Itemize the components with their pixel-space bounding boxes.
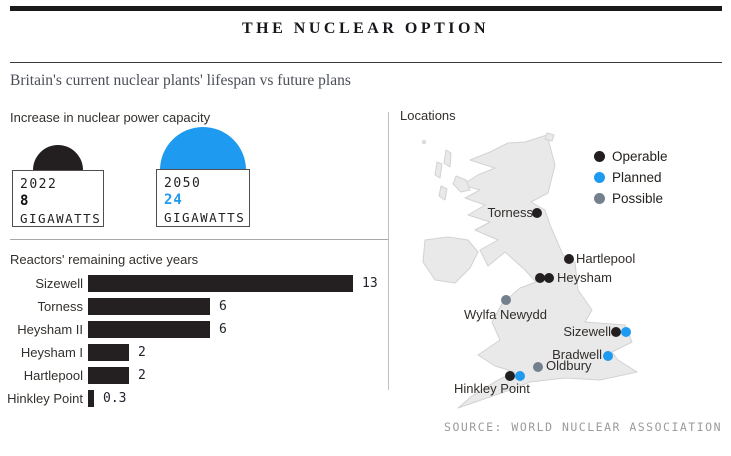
top-rule xyxy=(10,6,722,11)
bar-value-label: 0.3 xyxy=(103,391,127,406)
plant-dot-hinkley-point xyxy=(505,371,515,381)
capacity-semicircle-2050 xyxy=(160,127,246,170)
plant-dot-heysham xyxy=(544,273,554,283)
capacity-unit: GIGAWATTS xyxy=(164,210,246,225)
bar xyxy=(88,321,210,338)
bar-row-sizewell: Sizewell 13 xyxy=(0,275,390,292)
bar xyxy=(88,367,129,384)
bar-row-hartlepool: Hartlepool 2 xyxy=(0,367,390,384)
bar-category-label: Hinkley Point xyxy=(7,391,83,406)
legend-item-possible: Possible xyxy=(594,190,663,206)
bar-row-hinkley-point: Hinkley Point 0.3 xyxy=(0,390,390,407)
plant-dot-oldbury xyxy=(533,362,543,372)
plant-dot-heysham xyxy=(535,273,545,283)
great-britain-map xyxy=(422,132,638,409)
page-title: THE NUCLEAR OPTION xyxy=(241,20,490,37)
plant-dot-sizewell xyxy=(611,327,621,337)
section-divider-vertical xyxy=(388,112,389,390)
capacity-box-2022: 2022 8 GIGAWATTS xyxy=(12,170,104,227)
capacity-unit: GIGAWATTS xyxy=(20,211,102,226)
plant-dot-bradwell xyxy=(603,351,613,361)
bar-row-heysham-ii: Heysham II 6 xyxy=(0,321,390,338)
plant-label-bradwell: Bradwell xyxy=(552,347,602,362)
plant-label-torness: Torness xyxy=(487,205,533,220)
source-credit: SOURCE: WORLD NUCLEAR ASSOCIATION xyxy=(444,420,722,434)
capacity-year: 2050 xyxy=(164,176,202,191)
bar xyxy=(88,344,129,361)
legend-item-operable: Operable xyxy=(594,148,668,164)
bar-category-label: Sizewell xyxy=(35,276,83,291)
page-subtitle: Britain's current nuclear plants' lifesp… xyxy=(10,72,351,89)
capacity-value: 24 xyxy=(164,192,183,208)
possible-legend-dot xyxy=(594,192,605,204)
capacity-year: 2022 xyxy=(20,177,58,192)
bar-value-label: 2 xyxy=(138,368,146,383)
reactors-section-label: Reactors' remaining active years xyxy=(10,252,199,267)
plant-label-hartlepool: Hartlepool xyxy=(576,251,636,266)
bar xyxy=(88,275,353,292)
plant-dot-sizewell xyxy=(621,327,631,337)
plant-label-sizewell: Sizewell xyxy=(563,324,611,339)
capacity-value: 8 xyxy=(20,193,30,209)
bar-value-label: 6 xyxy=(219,322,227,337)
bar-value-label: 2 xyxy=(138,345,146,360)
legend-label: Operable xyxy=(612,148,668,164)
plant-label-hinkley-point: Hinkley Point xyxy=(454,381,530,396)
plant-dot-torness xyxy=(532,208,542,218)
bar-category-label: Heysham II xyxy=(17,322,83,337)
locations-section-label: Locations xyxy=(400,108,456,123)
header-divider xyxy=(10,62,722,63)
plant-label-oldbury: Oldbury xyxy=(546,358,592,373)
legend-label: Planned xyxy=(612,169,662,185)
small-island xyxy=(422,140,426,144)
northern-ireland-outline xyxy=(422,236,479,284)
bar-category-label: Heysham I xyxy=(20,345,83,360)
plant-dot-hartlepool xyxy=(564,254,574,264)
section-divider-horizontal xyxy=(10,239,388,240)
bar-value-label: 13 xyxy=(362,276,378,291)
capacity-section-label: Increase in nuclear power capacity xyxy=(10,110,211,125)
bar-category-label: Hartlepool xyxy=(23,368,83,383)
bar xyxy=(88,298,210,315)
plant-label-wylfa-newydd: Wylfa Newydd xyxy=(464,307,547,322)
capacity-box-2050: 2050 24 GIGAWATTS xyxy=(156,169,250,227)
legend-item-planned: Planned xyxy=(594,169,662,185)
bar-category-label: Torness xyxy=(37,299,83,314)
bar-value-label: 6 xyxy=(219,299,227,314)
legend-label: Possible xyxy=(612,190,664,206)
plant-dot-wylfa-newydd xyxy=(501,295,511,305)
operable-legend-dot xyxy=(594,150,605,162)
bar xyxy=(88,390,94,407)
bar-row-torness: Torness 6 xyxy=(0,298,390,315)
plant-label-heysham: Heysham xyxy=(557,270,612,285)
capacity-semicircle-2022 xyxy=(33,145,83,170)
plant-dot-hinkley-point xyxy=(515,371,525,381)
hebrides-islands xyxy=(434,132,555,201)
planned-legend-dot xyxy=(594,171,605,183)
bar-row-heysham-i: Heysham I 2 xyxy=(0,344,390,361)
